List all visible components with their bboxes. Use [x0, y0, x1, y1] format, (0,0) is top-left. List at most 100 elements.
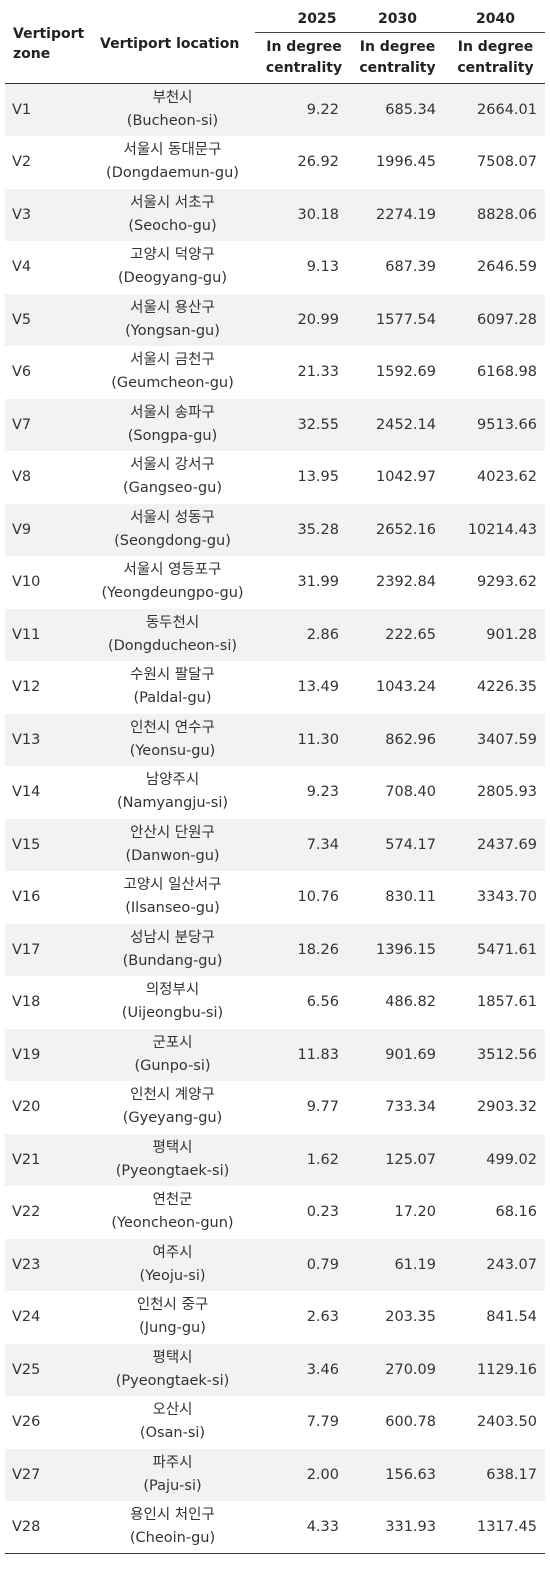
location-korean-name: 고양시 일산서구: [123, 877, 222, 894]
location-english-name: (Jung-gu): [139, 1320, 206, 1337]
location-korean-name: 연천군: [152, 1192, 193, 1209]
cell-zone: V2: [5, 136, 90, 189]
cell-zone: V1: [5, 83, 90, 136]
cell-2030: 733.34: [349, 1081, 446, 1134]
location-korean-name: 남양주시: [145, 772, 200, 789]
cell-location: 수원시 팔달구 (Paldal-gu): [90, 661, 255, 714]
cell-2040: 2805.93: [446, 766, 545, 819]
cell-location: 서울시 서초구 (Seocho-gu): [90, 188, 255, 241]
location-korean-name: 서울시 용산구: [130, 299, 215, 316]
location-korean-name: 서울시 서초구: [130, 194, 215, 211]
cell-2040: 3407.59: [446, 713, 545, 766]
cell-location: 안산시 단원구 (Danwon-gu): [90, 818, 255, 871]
cell-zone: V24: [5, 1291, 90, 1344]
location-korean-name: 용인시 처인구: [130, 1507, 215, 1523]
header-vertiport-location: Vertiport location: [90, 5, 255, 84]
location-korean-name: 인천시 연수구: [130, 719, 215, 736]
cell-2025: 9.22: [255, 83, 349, 136]
cell-2025: 9.77: [255, 1081, 349, 1134]
table-row: V14 남양주시 (Namyangju-si) 9.23 708.40 2805.93: [5, 766, 545, 819]
table-row: V2 서울시 동대문구 (Dongdaemun-gu) 26.92 1996.45 750…: [5, 136, 545, 189]
table-row: V27 파주시 (Paju-si) 2.00 156.63 638.17: [5, 1448, 545, 1501]
table-row: V9 서울시 성동구 (Seongdong-gu) 35.28 2652.16 10214…: [5, 503, 545, 556]
cell-2025: 6.56: [255, 976, 349, 1029]
location-korean-name: 의정부시: [145, 982, 200, 999]
location-english-name: (Pyeongtaek-si): [115, 1372, 230, 1389]
cell-2030: 270.09: [349, 1343, 446, 1396]
header-sub-2030: In degree centrality: [349, 32, 446, 84]
cell-zone: V26: [5, 1396, 90, 1449]
cell-2040: 1317.45: [446, 1501, 545, 1554]
centrality-table: Vertiport zone Vertiport location 2025 2…: [5, 5, 545, 1554]
cell-2030: 486.82: [349, 976, 446, 1029]
cell-2030: 2392.84: [349, 556, 446, 609]
cell-location: 연천군 (Yeoncheon-gun): [90, 1186, 255, 1239]
header-sub-2040: In degree centrality: [446, 32, 545, 84]
table-row: V1 부천시 (Bucheon-si) 9.22 685.34 2664.01: [5, 83, 545, 136]
cell-2040: 2903.32: [446, 1081, 545, 1134]
cell-2030: 203.35: [349, 1291, 446, 1344]
cell-location: 서울시 영등포구 (Yeongdeungpo-gu): [90, 556, 255, 609]
cell-location: 서울시 동대문구 (Dongdaemun-gu): [90, 136, 255, 189]
cell-2030: 574.17: [349, 818, 446, 871]
location-korean-name: 서울시 성동구: [130, 509, 215, 526]
table-header: Vertiport zone Vertiport location 2025 2…: [5, 5, 545, 84]
location-english-name: (Yeongdeungpo-gu): [101, 585, 244, 602]
cell-2030: 2452.14: [349, 398, 446, 451]
cell-location: 인천시 중구 (Jung-gu): [90, 1291, 255, 1344]
cell-2030: 830.11: [349, 871, 446, 924]
cell-2030: 1042.97: [349, 451, 446, 504]
cell-zone: V6: [5, 346, 90, 399]
cell-location: 인천시 계양구 (Gyeyang-gu): [90, 1081, 255, 1134]
cell-location: 고양시 일산서구 (Ilsanseo-gu): [90, 871, 255, 924]
location-korean-name: 서울시 영등포구: [123, 562, 222, 579]
cell-2040: 901.28: [446, 608, 545, 661]
cell-2025: 1.62: [255, 1133, 349, 1186]
location-english-name: (Dongdaemun-gu): [106, 165, 239, 182]
location-english-name: (Paju-si): [143, 1477, 202, 1494]
table-row: V11 동두천시 (Dongducheon-si) 2.86 222.65 901.28: [5, 608, 545, 661]
cell-zone: V21: [5, 1133, 90, 1186]
table-row: V10 서울시 영등포구 (Yeongdeungpo-gu) 31.99 2392.84…: [5, 556, 545, 609]
cell-2040: 3343.70: [446, 871, 545, 924]
location-english-name: (Songpa-gu): [127, 427, 218, 444]
cell-location: 여주시 (Yeoju-si): [90, 1238, 255, 1291]
location-korean-name: 고양시 덕양구: [130, 247, 215, 264]
location-english-name: (Osan-si): [139, 1425, 206, 1442]
cell-2040: 9513.66: [446, 398, 545, 451]
cell-2030: 1396.15: [349, 923, 446, 976]
cell-2025: 0.23: [255, 1186, 349, 1239]
cell-zone: V5: [5, 293, 90, 346]
cell-2025: 3.46: [255, 1343, 349, 1396]
cell-2040: 243.07: [446, 1238, 545, 1291]
location-english-name: (Gyeyang-gu): [122, 1110, 223, 1127]
cell-zone: V23: [5, 1238, 90, 1291]
cell-2025: 9.13: [255, 241, 349, 294]
cell-zone: V8: [5, 451, 90, 504]
cell-2025: 11.83: [255, 1028, 349, 1081]
cell-2025: 13.95: [255, 451, 349, 504]
cell-2030: 2274.19: [349, 188, 446, 241]
table-row: V23 여주시 (Yeoju-si) 0.79 61.19 243.07: [5, 1238, 545, 1291]
cell-location: 성남시 분당구 (Bundang-gu): [90, 923, 255, 976]
cell-2030: 222.65: [349, 608, 446, 661]
cell-2030: 1043.24: [349, 661, 446, 714]
cell-location: 군포시 (Gunpo-si): [90, 1028, 255, 1081]
cell-2040: 5471.61: [446, 923, 545, 976]
table-row: V28 용인시 처인구 (Cheoin-gu) 4.33 331.93 1317.45: [5, 1501, 545, 1554]
table-row: V18 의정부시 (Uijeongbu-si) 6.56 486.82 1857.61: [5, 976, 545, 1029]
location-english-name: (Bundang-gu): [122, 952, 223, 969]
cell-zone: V3: [5, 188, 90, 241]
cell-location: 오산시 (Osan-si): [90, 1396, 255, 1449]
cell-location: 남양주시 (Namyangju-si): [90, 766, 255, 819]
location-korean-name: 파주시: [152, 1454, 193, 1471]
cell-location: 동두천시 (Dongducheon-si): [90, 608, 255, 661]
location-korean-name: 안산시 단원구: [130, 824, 215, 841]
cell-zone: V4: [5, 241, 90, 294]
cell-2040: 4226.35: [446, 661, 545, 714]
location-korean-name: 군포시: [152, 1034, 193, 1051]
location-english-name: (Seongdong-gu): [114, 532, 231, 549]
location-english-name: (Bucheon-si): [126, 113, 219, 129]
cell-2025: 7.79: [255, 1396, 349, 1449]
cell-zone: V12: [5, 661, 90, 714]
